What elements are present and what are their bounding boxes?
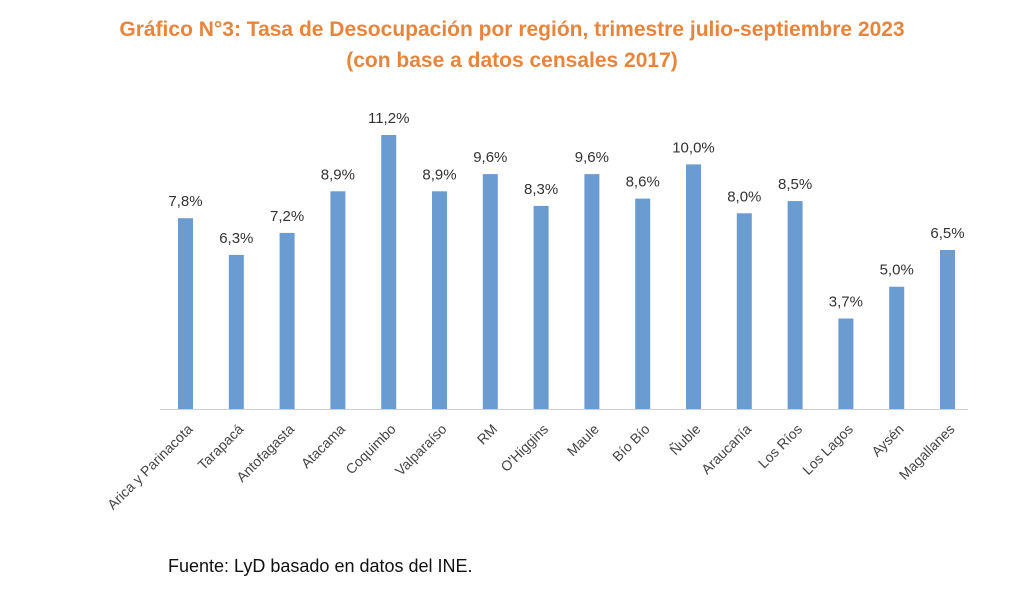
bar bbox=[178, 218, 193, 409]
x-tick-label: Aysén bbox=[868, 421, 907, 460]
bar bbox=[635, 198, 651, 409]
data-label: 8,9% bbox=[321, 166, 355, 183]
x-tick-label: Valparaíso bbox=[392, 421, 450, 479]
chart-title: Gráfico N°3: Tasa de Desocupación por re… bbox=[119, 18, 905, 41]
data-label: 9,6% bbox=[575, 149, 609, 166]
data-label: 8,6% bbox=[626, 174, 660, 191]
bar bbox=[482, 174, 498, 409]
x-tick-label: Los Ríos bbox=[755, 421, 805, 471]
x-tick-label: Araucanía bbox=[698, 421, 755, 478]
x-tick-label: Arica y Parinacota bbox=[104, 421, 196, 513]
x-tick-label: Los Lagos bbox=[799, 421, 856, 478]
bar bbox=[686, 164, 701, 409]
data-label: 3,7% bbox=[829, 294, 863, 311]
data-label: 6,3% bbox=[219, 230, 253, 247]
chart-title-block: Gráfico N°3: Tasa de Desocupación por re… bbox=[0, 14, 1024, 76]
data-label: 9,6% bbox=[473, 149, 507, 166]
x-tick-label: Magallanes bbox=[896, 421, 958, 483]
x-tick-label: RM bbox=[474, 421, 501, 448]
bar bbox=[228, 254, 244, 409]
data-label: 8,5% bbox=[778, 176, 812, 193]
bar bbox=[381, 135, 397, 409]
bar bbox=[330, 191, 346, 409]
data-label: 10,0% bbox=[672, 139, 715, 156]
x-tick-label: Bío Bío bbox=[609, 421, 653, 465]
data-label: 5,0% bbox=[880, 262, 914, 279]
data-label: 8,3% bbox=[524, 181, 558, 198]
x-tick-label: Coquimbo bbox=[342, 421, 399, 478]
x-tick-label: Atacama bbox=[298, 421, 349, 472]
bar bbox=[889, 286, 905, 409]
x-tick-label: Tarapacá bbox=[194, 421, 246, 473]
bar bbox=[432, 191, 447, 409]
bars-layer bbox=[178, 135, 955, 409]
data-label: 7,8% bbox=[168, 193, 202, 210]
x-tick-label: O'Higgins bbox=[497, 421, 551, 475]
bar bbox=[838, 318, 854, 409]
source-note: Fuente: LyD basado en datos del INE. bbox=[168, 556, 473, 576]
data-label: 8,0% bbox=[727, 188, 761, 205]
data-label: 8,9% bbox=[422, 166, 456, 183]
data-label: 7,2% bbox=[270, 208, 304, 225]
x-tick-label: Maule bbox=[564, 421, 602, 459]
data-label: 11,2% bbox=[368, 110, 409, 127]
data-label: 6,5% bbox=[930, 225, 964, 242]
chart-subtitle: (con base a datos censales 2017) bbox=[346, 49, 678, 72]
bar bbox=[584, 174, 600, 409]
bar bbox=[787, 201, 803, 409]
bar bbox=[533, 205, 549, 409]
value-labels-layer: 7,8% 6,3% 7,2% 8,9% 11,2% 8,9% 9,6% 8,3% 9,6% 8,6… bbox=[168, 110, 964, 311]
bar bbox=[279, 232, 295, 409]
bar bbox=[736, 213, 752, 409]
x-tick-label: Ñuble bbox=[666, 421, 703, 458]
bar bbox=[940, 250, 955, 409]
